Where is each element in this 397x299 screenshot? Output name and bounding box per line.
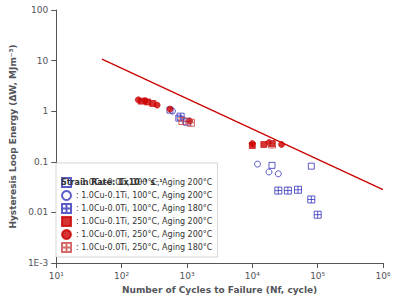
svg-text:10²: 10² [114,271,129,281]
svg-text:0.01: 0.01 [28,207,48,217]
svg-text:10: 10 [37,56,49,66]
svg-text:1: 1 [43,106,49,116]
svg-text:Hysteresis Loop Energy (ΔW, MJ: Hysteresis Loop Energy (ΔW, MJm⁻³) [8,44,18,228]
svg-text:1E-3: 1E-3 [28,258,48,268]
svg-text:Strain Rate: 1x10⁻³ s⁻¹: Strain Rate: 1x10⁻³ s⁻¹ [61,178,163,187]
svg-text:100: 100 [31,5,48,15]
svg-text:: 1.0Cu-0.0Ti, 250°C, Aging 18: : 1.0Cu-0.0Ti, 250°C, Aging 180°C [76,243,213,252]
svg-text:10³: 10³ [179,271,194,281]
svg-text:: 1.0Cu-0.1Ti, 100°C, Aging 20: : 1.0Cu-0.1Ti, 100°C, Aging 200°C [76,191,213,200]
svg-text:: 1.0Cu-0.1Ti, 250°C, Aging 20: : 1.0Cu-0.1Ti, 250°C, Aging 200°C [76,217,213,226]
svg-text:10⁴: 10⁴ [245,271,260,281]
svg-text:: 1.0Cu-0.0Ti, 100°C, Aging 18: : 1.0Cu-0.0Ti, 100°C, Aging 180°C [76,204,213,213]
svg-text:Number of Cycles to Failure (N: Number of Cycles to Failure (Nf, cycle) [122,285,317,295]
svg-text:10¹: 10¹ [49,271,64,281]
svg-text:0.1: 0.1 [34,157,48,167]
svg-text:10⁶: 10⁶ [375,271,390,281]
svg-text:10⁵: 10⁵ [310,271,325,281]
svg-text:: 1.0Cu-0.0Ti, 250°C, Aging 20: : 1.0Cu-0.0Ti, 250°C, Aging 200°C [76,230,213,239]
